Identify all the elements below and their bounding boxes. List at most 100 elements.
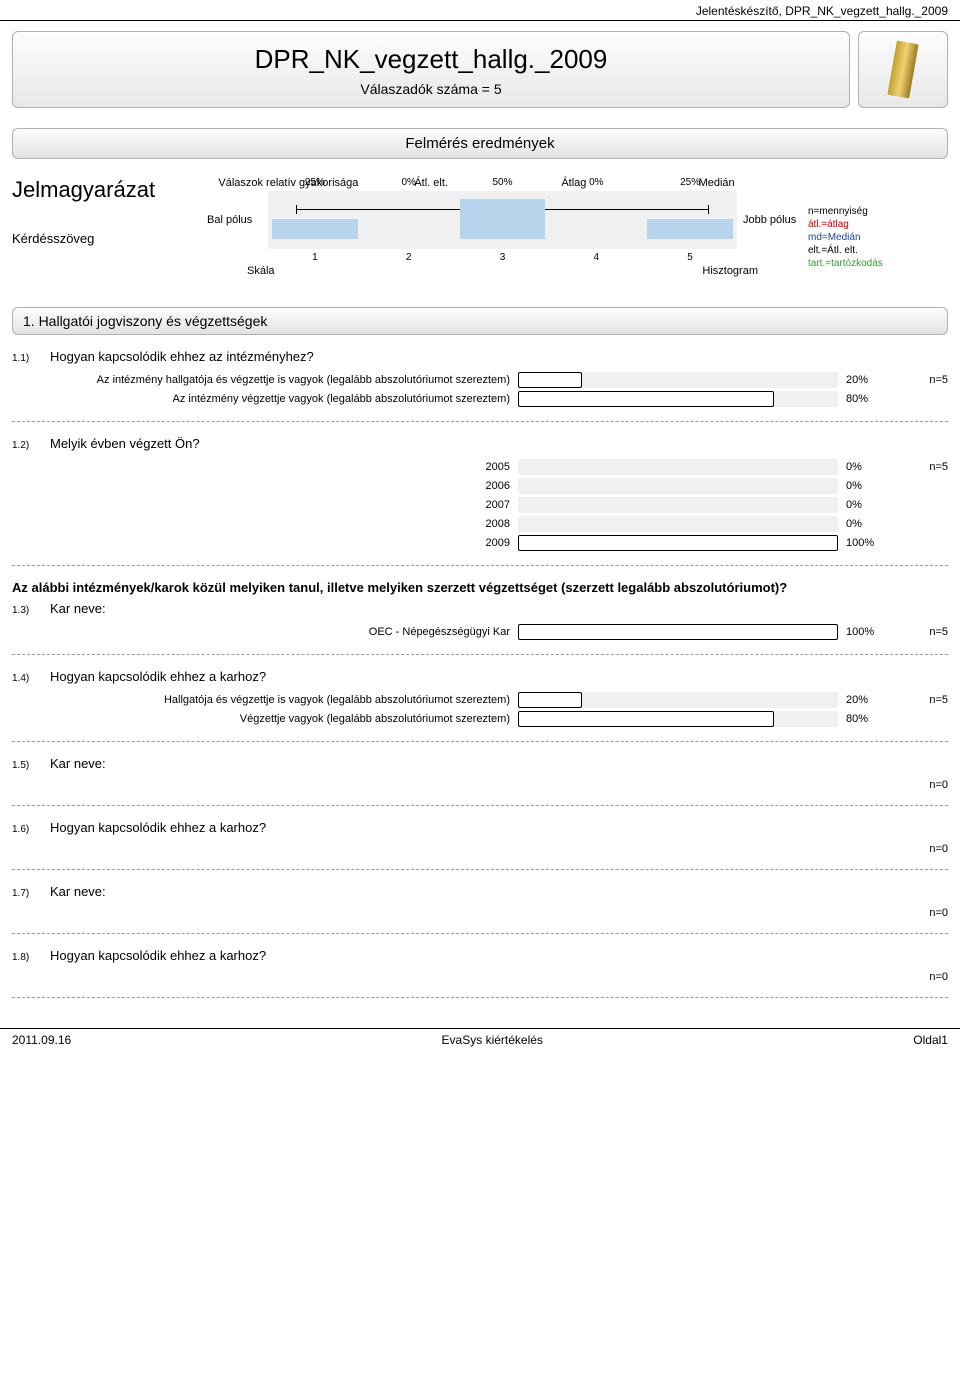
bar-label: 2007 bbox=[12, 499, 518, 511]
legend-elt: elt.=Átl. elt. bbox=[808, 244, 948, 257]
pct: 25% bbox=[268, 177, 362, 188]
question-1-1: 1.1) Hogyan kapcsolódik ehhez az intézmé… bbox=[12, 349, 948, 407]
bar-track bbox=[518, 459, 838, 475]
qnum: 1.6) bbox=[12, 824, 40, 835]
histo-bar bbox=[460, 199, 546, 239]
legend-md: md=Medián bbox=[808, 231, 948, 244]
pct: 25% bbox=[643, 177, 737, 188]
num: 4 bbox=[549, 252, 643, 263]
legend-histogram-label: Hisztogram bbox=[702, 265, 758, 277]
bar-fill bbox=[518, 692, 582, 708]
bar-row: 2007 0% bbox=[12, 497, 948, 513]
bar-label: OEC - Népegészségügyi Kar bbox=[12, 626, 518, 638]
legend-n: n=mennyiség bbox=[808, 205, 948, 218]
bar-value: 80% bbox=[838, 713, 898, 725]
page-header: Jelentéskészítő, DPR_NK_vegzett_hallg._2… bbox=[0, 0, 960, 21]
qtext: Kar neve: bbox=[50, 884, 948, 899]
footer-date: 2011.09.16 bbox=[12, 1033, 71, 1047]
bar-value: 0% bbox=[838, 518, 898, 530]
num: 1 bbox=[268, 252, 362, 263]
divider bbox=[12, 741, 948, 742]
qtext: Hogyan kapcsolódik ehhez az intézményhez… bbox=[50, 349, 948, 364]
bar-value: 100% bbox=[838, 537, 898, 549]
question-1-6: 1.6) Hogyan kapcsolódik ehhez a karhoz? … bbox=[12, 820, 948, 855]
num: 3 bbox=[456, 252, 550, 263]
bar-row: 2006 0% bbox=[12, 478, 948, 494]
legend-left-pole: Bal pólus bbox=[207, 214, 262, 226]
question-1-7: 1.7) Kar neve: n=0 bbox=[12, 884, 948, 919]
bar-row: Az intézmény hallgatója és végzettje is … bbox=[12, 372, 948, 388]
num: 2 bbox=[362, 252, 456, 263]
bar-label: Végzettje vagyok (legalább abszolutórium… bbox=[12, 713, 518, 725]
bar-track bbox=[518, 516, 838, 532]
respondent-count: Válaszadók száma = 5 bbox=[21, 81, 841, 97]
bar-track bbox=[518, 497, 838, 513]
qnum: 1.8) bbox=[12, 952, 40, 963]
bar-value: 0% bbox=[838, 461, 898, 473]
bar-label: 2006 bbox=[12, 480, 518, 492]
page-footer: 2011.09.16 EvaSys kiértékelés Oldal1 bbox=[0, 1028, 960, 1051]
bar-fill bbox=[518, 624, 838, 640]
divider bbox=[12, 869, 948, 870]
bold-question: Az alábbi intézmények/karok közül melyik… bbox=[12, 580, 948, 595]
question-1-8: 1.8) Hogyan kapcsolódik ehhez a karhoz? … bbox=[12, 948, 948, 983]
bar-fill bbox=[518, 391, 774, 407]
legend-tart: tart.=tartózkodás bbox=[808, 257, 948, 270]
divider bbox=[12, 654, 948, 655]
bar-value: 100% bbox=[838, 626, 898, 638]
divider bbox=[12, 805, 948, 806]
n-label: n=0 bbox=[898, 843, 948, 855]
bar-value: 0% bbox=[838, 499, 898, 511]
footer-page: Oldal1 bbox=[913, 1033, 948, 1047]
qtext: Melyik évben végzett Ön? bbox=[50, 436, 948, 451]
bar-label: Az intézmény hallgatója és végzettje is … bbox=[12, 374, 518, 386]
bar-value: 80% bbox=[838, 393, 898, 405]
qnum: 1.3) bbox=[12, 605, 40, 616]
pct: 50% bbox=[456, 177, 550, 188]
legend-atl: átl.=átlag bbox=[808, 218, 948, 231]
bar-row: Az intézmény végzettje vagyok (legalább … bbox=[12, 391, 948, 407]
legend-title: Jelmagyarázat bbox=[12, 177, 207, 203]
bar-fill bbox=[518, 372, 582, 388]
qnum: 1.2) bbox=[12, 440, 40, 451]
pen-icon bbox=[887, 41, 918, 99]
n-label: n=5 bbox=[898, 461, 948, 473]
bar-label: Hallgatója és végzettje is vagyok (legal… bbox=[12, 694, 518, 706]
title-banner: DPR_NK_vegzett_hallg._2009 Válaszadók sz… bbox=[12, 31, 948, 108]
qtext: Kar neve: bbox=[50, 601, 948, 616]
legend-histogram: 25% 0% 50% 0% 25% 1 2 bbox=[268, 191, 737, 249]
question-1-4: 1.4) Hogyan kapcsolódik ehhez a karhoz? … bbox=[12, 669, 948, 727]
n-label: n=5 bbox=[898, 626, 948, 638]
legend-right: n=mennyiség átl.=átlag md=Medián elt.=Át… bbox=[798, 177, 948, 270]
legend-nums: 1 2 3 4 5 bbox=[268, 252, 737, 263]
bar-track bbox=[518, 391, 838, 407]
header-text: Jelentéskészítő, DPR_NK_vegzett_hallg._2… bbox=[696, 4, 948, 18]
question-1-5: 1.5) Kar neve: n=0 bbox=[12, 756, 948, 791]
legend-scale: Skála bbox=[247, 265, 275, 277]
bar-fill bbox=[518, 535, 838, 551]
divider bbox=[12, 565, 948, 566]
legend: Jelmagyarázat Kérdésszöveg Válaszok rela… bbox=[12, 177, 948, 277]
bar-row: 2009 100% bbox=[12, 535, 948, 551]
num: 5 bbox=[643, 252, 737, 263]
bar-label: 2009 bbox=[12, 537, 518, 549]
qnum: 1.7) bbox=[12, 888, 40, 899]
qtext: Hogyan kapcsolódik ehhez a karhoz? bbox=[50, 948, 948, 963]
question-1-3: 1.3) Kar neve: OEC - Népegészségügyi Kar… bbox=[12, 601, 948, 640]
bar-value: 20% bbox=[838, 374, 898, 386]
n-label: n=5 bbox=[898, 374, 948, 386]
divider bbox=[12, 997, 948, 998]
qnum: 1.1) bbox=[12, 353, 40, 364]
divider bbox=[12, 421, 948, 422]
qnum: 1.5) bbox=[12, 760, 40, 771]
histo-bar bbox=[647, 219, 733, 239]
legend-right-pole: Jobb pólus bbox=[743, 214, 798, 226]
footer-center: EvaSys kiértékelés bbox=[442, 1033, 543, 1047]
qtext: Kar neve: bbox=[50, 756, 948, 771]
bar-value: 0% bbox=[838, 480, 898, 492]
pct: 0% bbox=[549, 177, 643, 188]
bar-label: 2008 bbox=[12, 518, 518, 530]
qnum: 1.4) bbox=[12, 673, 40, 684]
divider bbox=[12, 933, 948, 934]
bar-row: Hallgatója és végzettje is vagyok (legal… bbox=[12, 692, 948, 708]
